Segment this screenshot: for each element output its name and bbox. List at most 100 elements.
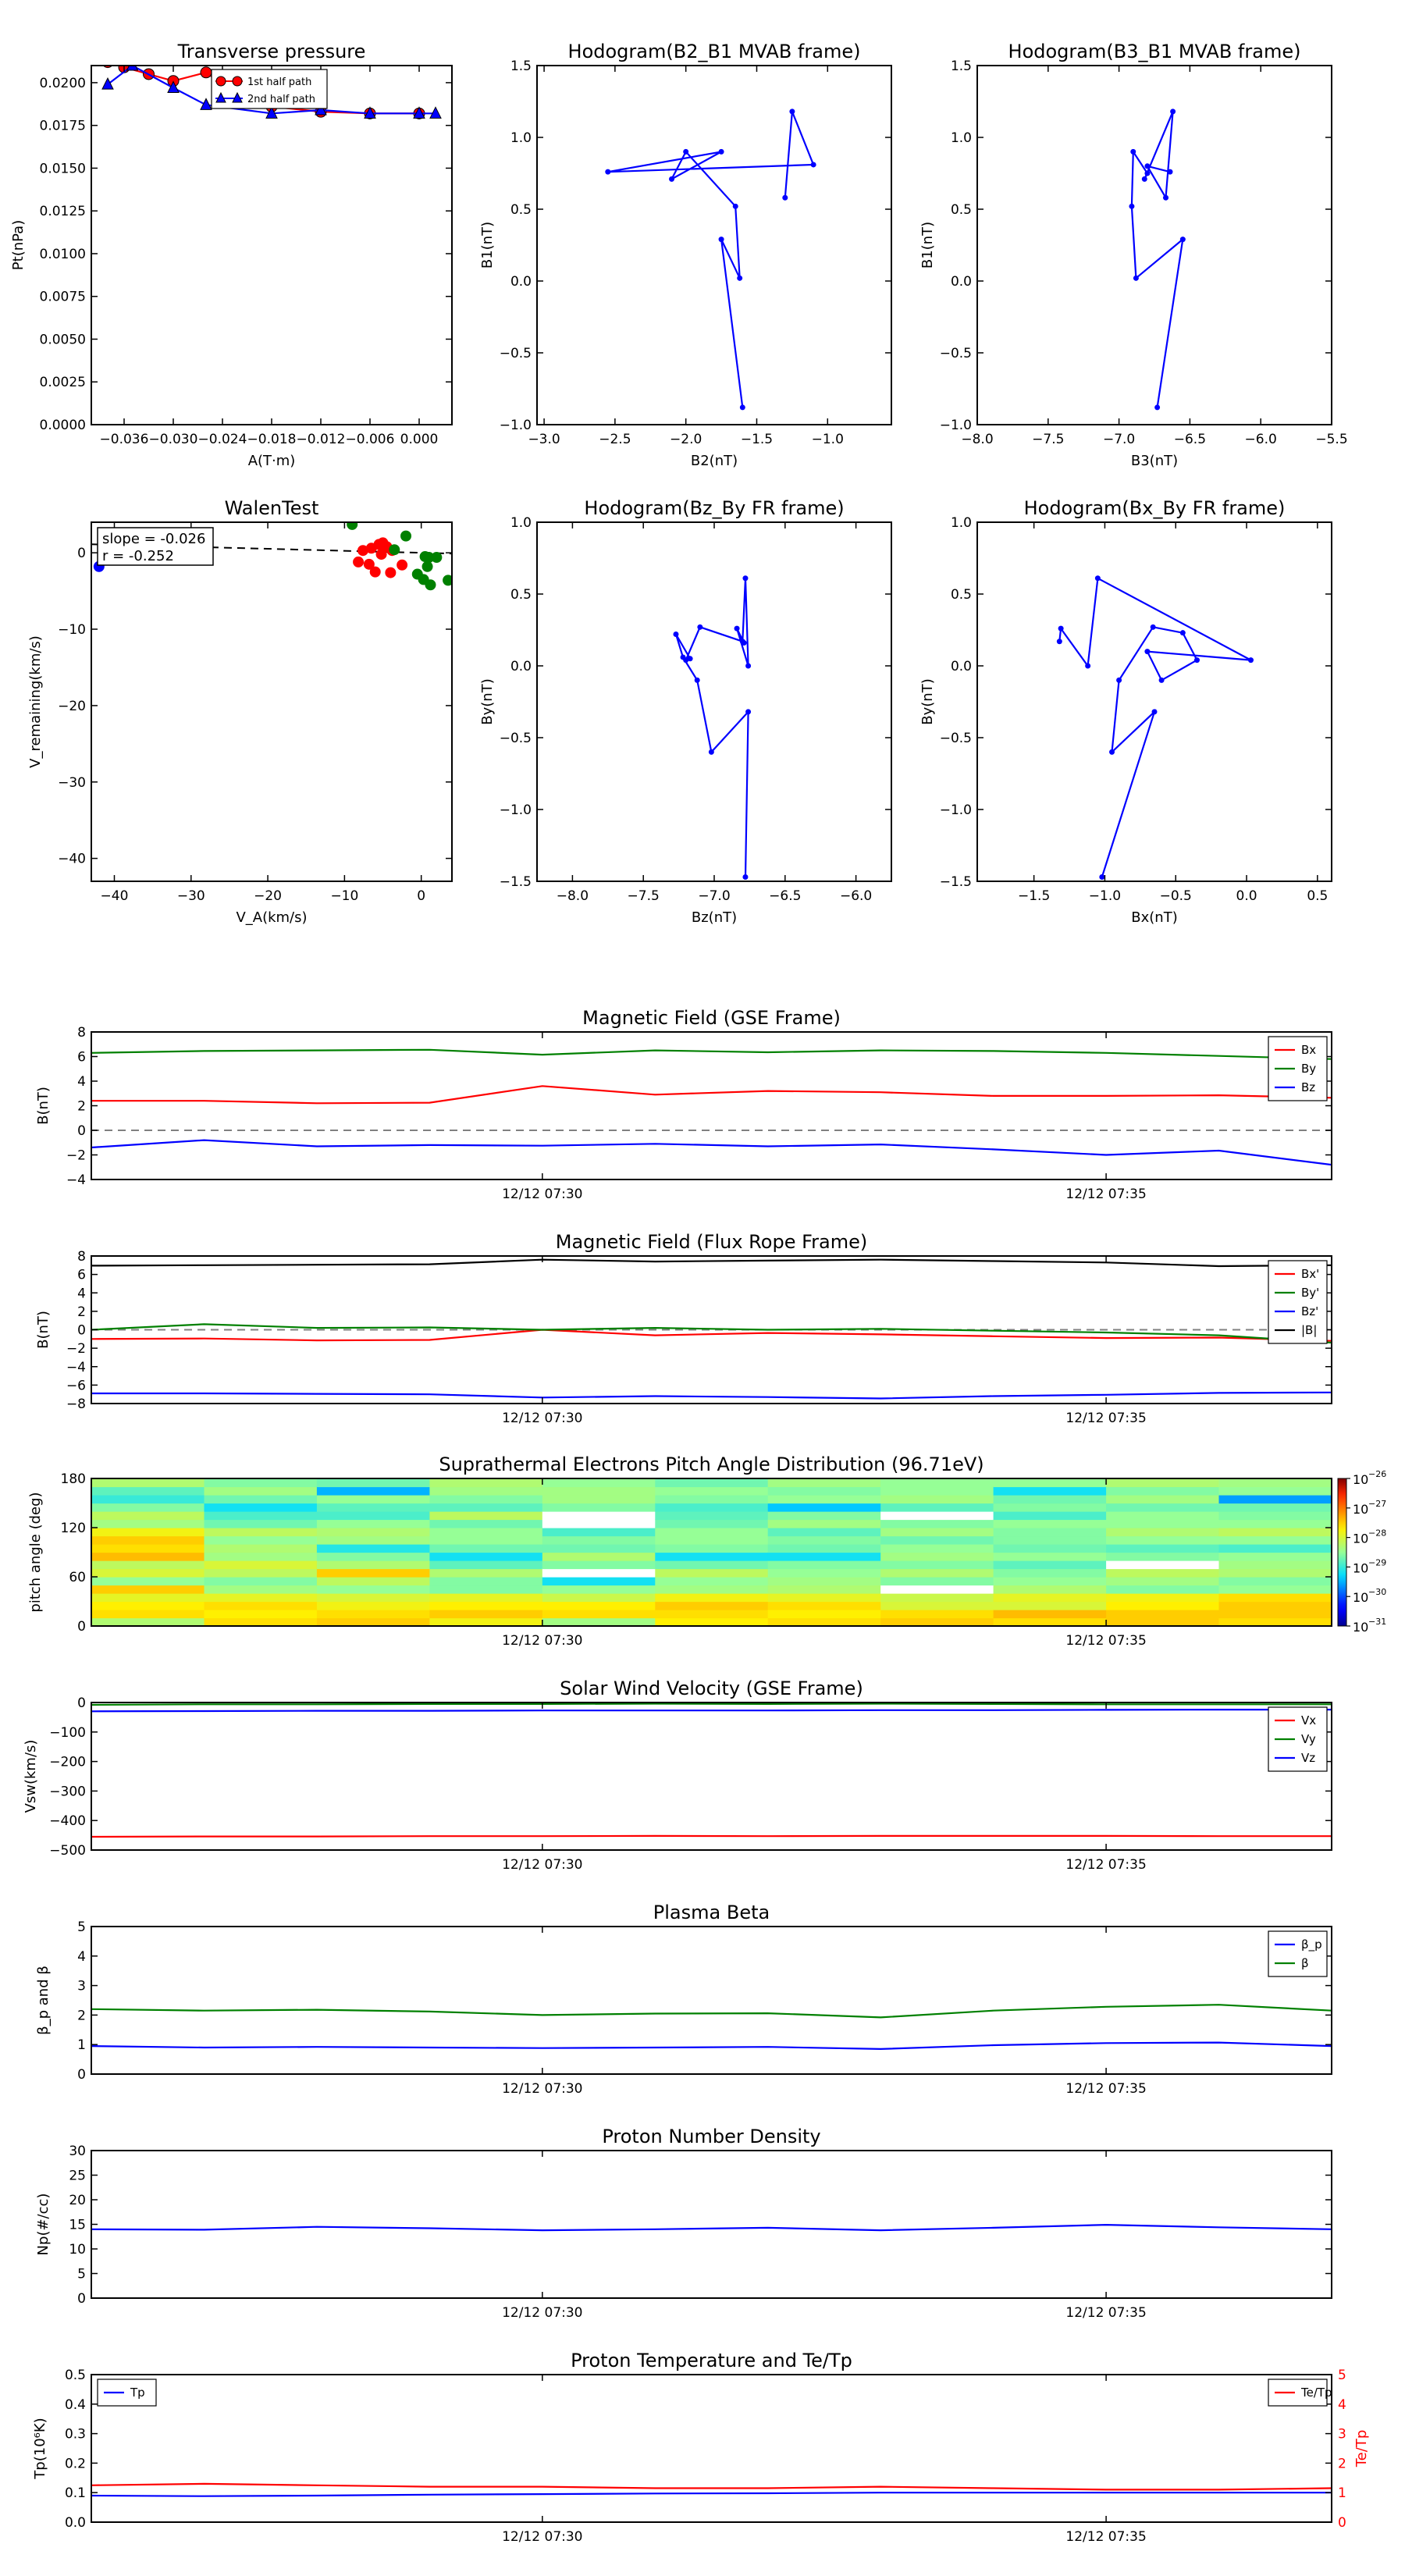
data-point bbox=[732, 203, 738, 209]
heatmap-cell bbox=[767, 1544, 881, 1553]
y-tick-label: −0.5 bbox=[500, 731, 532, 746]
data-point bbox=[422, 560, 433, 572]
heatmap-cell bbox=[767, 1552, 881, 1561]
heatmap-cell bbox=[1106, 1519, 1220, 1528]
heatmap-cell bbox=[429, 1610, 543, 1619]
series-line--p bbox=[91, 2041, 1332, 2051]
heatmap-cell bbox=[91, 1495, 205, 1504]
y-tick-label: 0 bbox=[77, 1619, 86, 1635]
heatmap-cell bbox=[91, 1519, 205, 1528]
data-point bbox=[734, 625, 740, 632]
heatmap-cell bbox=[993, 1528, 1107, 1537]
plot-area bbox=[1129, 109, 1186, 411]
y-tick-label: −0.5 bbox=[940, 346, 972, 361]
axes-frame bbox=[91, 521, 453, 882]
x-axis-label: Bx(nT) bbox=[1131, 909, 1177, 926]
x-tick-label: −1.5 bbox=[1018, 888, 1050, 904]
colorbar-tick-exponent: −30 bbox=[1368, 1587, 1386, 1597]
heatmap-cell bbox=[429, 1601, 543, 1610]
y-tick-label: 25 bbox=[69, 2169, 86, 2184]
heatmap-cell bbox=[1218, 1528, 1332, 1537]
data-point bbox=[1144, 170, 1151, 176]
heatmap-cell bbox=[91, 1610, 205, 1619]
legend-label: Bx bbox=[1301, 1043, 1316, 1057]
y-tick-label: 0.0 bbox=[65, 2515, 86, 2531]
heatmap-cell bbox=[880, 1519, 994, 1528]
heatmap-cell bbox=[655, 1495, 769, 1504]
x-tick-label: 0.5 bbox=[1307, 888, 1328, 904]
series-line-vz bbox=[91, 1709, 1332, 1713]
y-tick-label: 0.0175 bbox=[40, 119, 86, 134]
y-axis-label: B1(nT) bbox=[919, 222, 936, 269]
heatmap-cell bbox=[429, 1552, 543, 1561]
heatmap-cell bbox=[204, 1585, 318, 1594]
heatmap-cell bbox=[316, 1495, 430, 1504]
y-axis-label: Tp(10⁶K) bbox=[32, 2418, 48, 2479]
heatmap-cell bbox=[993, 1544, 1107, 1553]
y-tick-label: 0.1 bbox=[65, 2485, 86, 2501]
heatmap-cell bbox=[204, 1511, 318, 1521]
x-tick-label: −1.0 bbox=[812, 432, 844, 447]
data-point bbox=[200, 66, 212, 79]
legend-label: Te/Tp bbox=[1300, 2386, 1332, 2400]
heatmap-cell bbox=[542, 1577, 656, 1586]
y-tick-label: −0.5 bbox=[500, 346, 532, 361]
heatmap-cell bbox=[429, 1511, 543, 1521]
x-tick-label: 12/12 07:30 bbox=[502, 1187, 582, 1202]
heatmap-cell bbox=[316, 1568, 430, 1578]
x-tick-label: 12/12 07:30 bbox=[502, 1411, 582, 1426]
heatmap-cell bbox=[316, 1478, 430, 1488]
heatmap-cell bbox=[204, 1478, 318, 1488]
data-point bbox=[694, 677, 700, 683]
chart-title: Hodogram(B3_B1 MVAB frame) bbox=[1008, 41, 1301, 62]
panel-tp2: Proton Temperature and Te/Tp 12/12 07:30 1… bbox=[32, 2350, 1370, 2545]
heatmap-cell bbox=[542, 1511, 656, 1521]
y-tick-label: 1.5 bbox=[510, 59, 532, 74]
y-tick-label: −1.5 bbox=[940, 874, 972, 890]
x-tick-label: −0.006 bbox=[346, 432, 395, 447]
heatmap-cell bbox=[1106, 1601, 1220, 1610]
heatmap-cell bbox=[316, 1617, 430, 1626]
x-tick-label: −7.5 bbox=[628, 888, 660, 904]
data-point bbox=[739, 404, 745, 411]
data-point bbox=[101, 76, 114, 90]
axes-frame bbox=[91, 1926, 1332, 2075]
data-point bbox=[1129, 203, 1135, 209]
heatmap-cell bbox=[993, 1601, 1107, 1610]
y-tick-label: −400 bbox=[49, 1813, 86, 1829]
heatmap-cell bbox=[542, 1610, 656, 1619]
heatmap-cell bbox=[91, 1478, 205, 1488]
data-point bbox=[1144, 649, 1151, 655]
heatmap-cell bbox=[655, 1568, 769, 1578]
x-tick-label: −40 bbox=[101, 888, 129, 904]
colorbar-tick-exponent: −31 bbox=[1368, 1617, 1386, 1627]
x-tick-label: 0.000 bbox=[400, 432, 439, 447]
x-tick-label: −20 bbox=[254, 888, 282, 904]
heatmap-cell bbox=[767, 1617, 881, 1626]
heatmap-cell bbox=[316, 1511, 430, 1521]
y-tick-label: 0 bbox=[77, 1323, 86, 1339]
series-line bbox=[1130, 111, 1184, 408]
legend-label: 2nd half path bbox=[247, 94, 315, 105]
heatmap-cell bbox=[1106, 1495, 1220, 1504]
x-tick-label: −6.0 bbox=[840, 888, 872, 904]
data-point bbox=[385, 567, 397, 578]
heatmap-cell bbox=[880, 1528, 994, 1537]
y-tick-label: −2 bbox=[66, 1341, 86, 1357]
heatmap-cell bbox=[204, 1601, 318, 1610]
y-tick-label: 8 bbox=[77, 1025, 86, 1041]
heatmap-cell bbox=[1218, 1560, 1332, 1570]
y-tick-label: 15 bbox=[69, 2218, 86, 2233]
heatmap-cell bbox=[993, 1511, 1107, 1521]
heatmap-cell bbox=[542, 1535, 656, 1545]
heatmap-cell bbox=[91, 1544, 205, 1553]
data-point bbox=[353, 556, 365, 568]
data-point bbox=[126, 66, 139, 71]
heatmap-cell bbox=[993, 1478, 1107, 1488]
annotation-box bbox=[97, 527, 214, 566]
heatmap-cell bbox=[429, 1519, 543, 1528]
y-tick-label: 0.5 bbox=[510, 587, 532, 603]
heatmap-cell bbox=[880, 1486, 994, 1496]
y-tick-label: 0.0100 bbox=[40, 247, 86, 262]
